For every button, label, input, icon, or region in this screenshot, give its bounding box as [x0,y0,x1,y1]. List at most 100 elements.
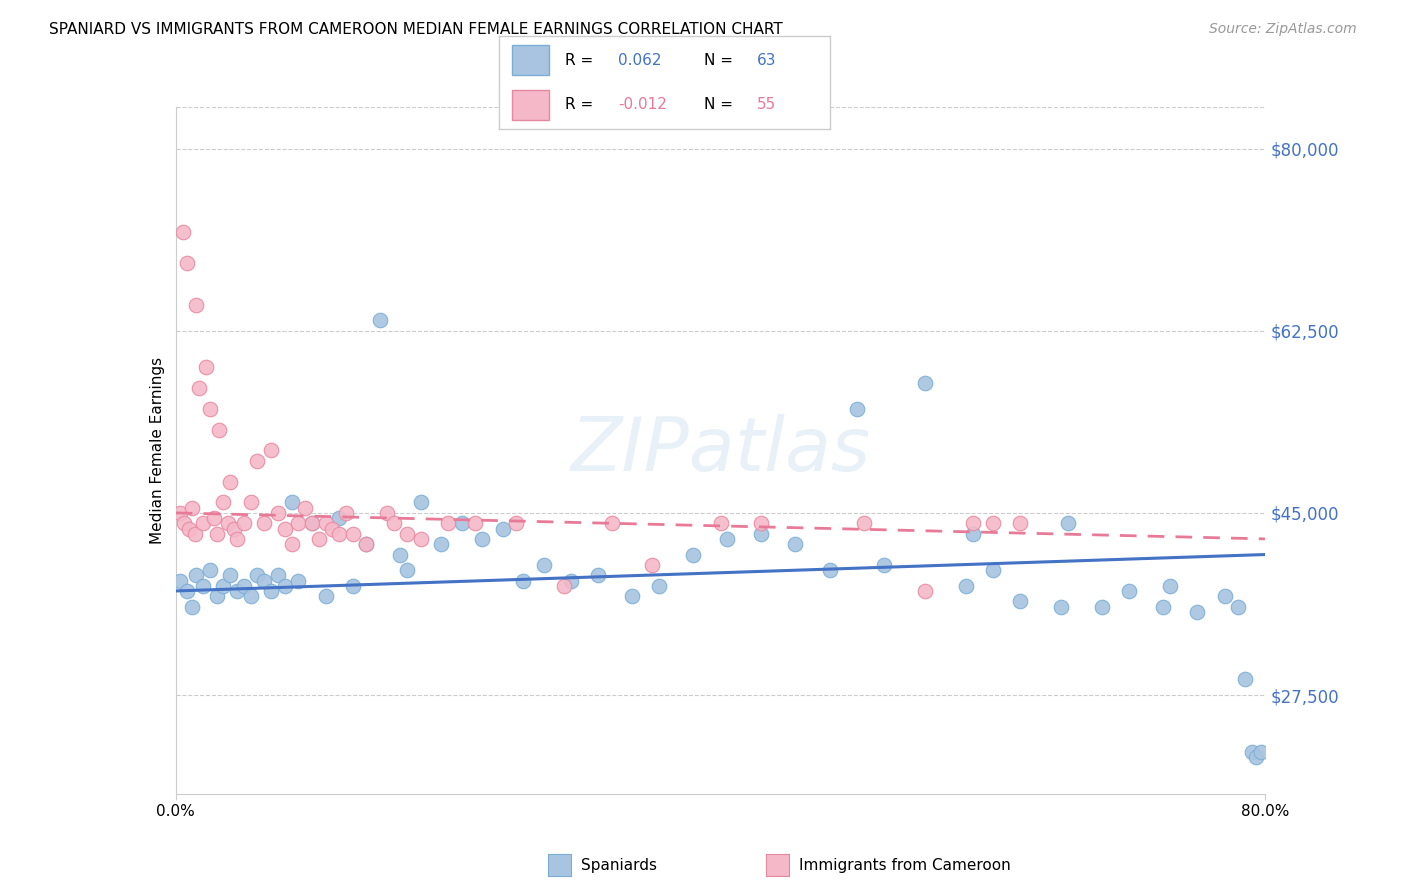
Point [205,526,228,541]
Point [852,516,875,531]
Point [437,516,460,531]
Point [914,376,936,390]
Point [1118,583,1140,598]
Text: SPANIARD VS IMMIGRANTS FROM CAMEROON MEDIAN FEMALE EARNINGS CORRELATION CHART: SPANIARD VS IMMIGRANTS FROM CAMEROON MED… [49,22,783,37]
Point [226,583,249,598]
Point [356,537,378,551]
Point [217,516,239,531]
Point [1227,599,1250,614]
Point [176,256,198,270]
Point [191,516,214,531]
Point [194,360,217,375]
Point [232,516,254,531]
Point [274,521,297,535]
Point [301,516,323,531]
Point [962,526,984,541]
Point [1213,589,1236,603]
Point [955,579,977,593]
Point [962,516,984,531]
Point [253,516,276,531]
Point [202,511,225,525]
Point [356,537,378,551]
Point [710,516,733,531]
Point [751,516,773,531]
Point [1250,745,1272,759]
Point [471,532,494,546]
Point [205,589,228,603]
Point [716,532,738,546]
Point [328,511,350,525]
Point [212,579,235,593]
Point [396,526,419,541]
Point [280,495,302,509]
Point [308,532,330,546]
Point [267,506,290,520]
Point [172,225,194,239]
Point [785,537,807,551]
Point [246,454,269,468]
Text: R =: R = [565,54,599,69]
Point [586,568,609,582]
Point [226,532,249,546]
Point [1159,579,1181,593]
Text: N =: N = [704,96,738,112]
Point [873,558,896,572]
Point [430,537,453,551]
Point [173,516,195,531]
Point [382,516,405,531]
Point [342,579,364,593]
Point [219,475,242,489]
Point [181,599,204,614]
Point [375,506,398,520]
Text: -0.012: -0.012 [619,96,666,112]
Point [1187,605,1209,619]
Point [389,548,412,562]
Point [169,574,191,588]
Point [239,495,262,509]
Point [818,563,841,577]
Point [1240,745,1263,759]
Point [198,401,221,416]
Point [198,563,221,577]
Text: 55: 55 [756,96,776,112]
Y-axis label: Median Female Earnings: Median Female Earnings [149,357,165,544]
Point [208,423,231,437]
Point [553,579,575,593]
Point [505,516,527,531]
Point [224,521,246,535]
Point [260,583,283,598]
Point [301,516,323,531]
Point [409,532,432,546]
Point [1244,750,1267,764]
Text: Source: ZipAtlas.com: Source: ZipAtlas.com [1209,22,1357,37]
Text: Immigrants from Cameroon: Immigrants from Cameroon [799,858,1011,872]
Point [409,495,432,509]
Point [186,298,208,312]
Point [212,495,235,509]
Point [914,583,936,598]
Point [682,548,704,562]
Point [751,526,773,541]
Point [342,526,364,541]
Point [512,574,534,588]
Point [641,558,664,572]
Point [260,443,283,458]
Point [450,516,472,531]
Point [186,568,208,582]
Point [287,574,309,588]
FancyBboxPatch shape [512,90,548,120]
Point [368,313,391,327]
Point [1057,516,1080,531]
Point [246,568,269,582]
Point [464,516,486,531]
Point [253,574,276,588]
FancyBboxPatch shape [512,45,548,75]
Point [533,558,555,572]
Point [184,526,207,541]
Point [280,537,302,551]
Point [648,579,671,593]
Point [169,506,191,520]
Point [1233,673,1256,687]
Point [335,506,357,520]
Point [232,579,254,593]
